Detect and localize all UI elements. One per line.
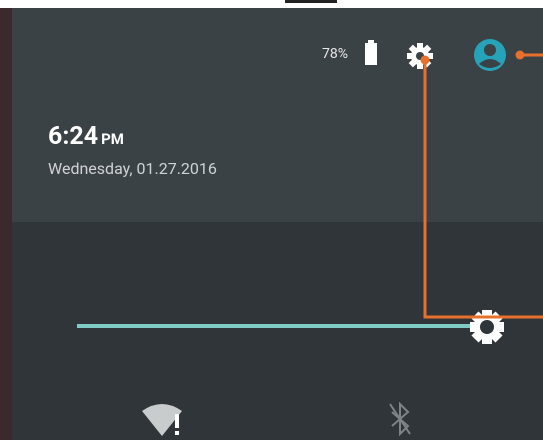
- wifi-tile[interactable]: [142, 404, 182, 436]
- user-avatar[interactable]: [474, 39, 506, 71]
- settings-button[interactable]: [407, 43, 433, 69]
- screenshot: 78% 6:24PM Wednesday, 01.27.2016: [0, 0, 543, 440]
- annotation-lines: [422, 52, 543, 317]
- bluetooth-tile[interactable]: [390, 404, 410, 434]
- battery-icon: [365, 40, 377, 65]
- icons: [0, 0, 543, 440]
- brightness-slider[interactable]: [77, 310, 504, 344]
